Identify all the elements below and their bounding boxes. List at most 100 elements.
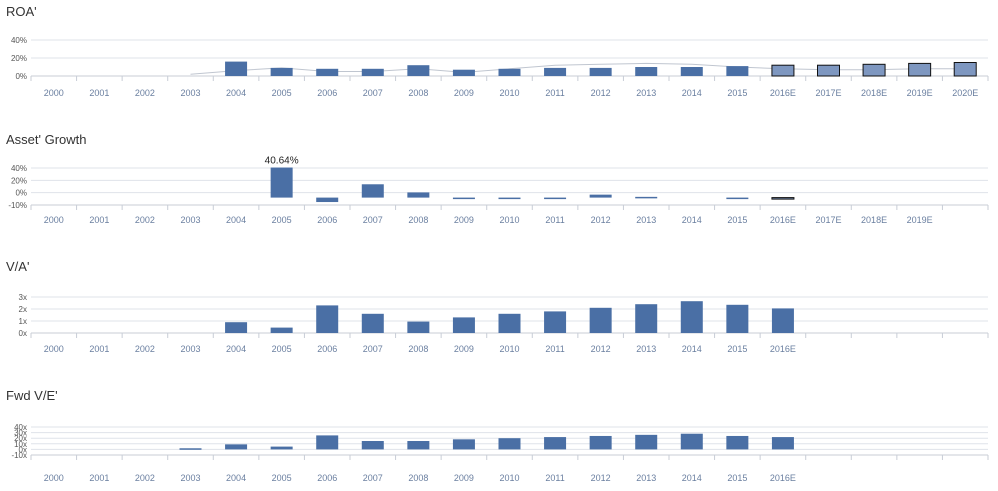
bar-2015 — [726, 197, 749, 200]
x-tick-label: 2007 — [363, 215, 383, 225]
x-tick-label: 2000 — [44, 473, 64, 483]
bar-2016E — [771, 308, 794, 333]
bar-2017E — [817, 64, 840, 77]
bar-2018E — [862, 63, 886, 77]
bar-2016E — [771, 197, 795, 200]
bar-2012 — [589, 67, 612, 76]
bar-2007 — [361, 441, 384, 450]
bar-2016E — [771, 64, 795, 77]
x-tick-label: 2011 — [545, 215, 564, 225]
chart-title: ROA' — [6, 4, 37, 19]
x-tick-label: 2007 — [363, 344, 383, 354]
x-tick-label: 2017E — [815, 88, 841, 98]
bar-2014 — [680, 433, 703, 450]
y-tick-label: 0x — [19, 445, 27, 454]
y-tick-label: 0% — [15, 189, 27, 198]
x-tick-label: 2020E — [952, 88, 978, 98]
x-tick-label: 2006 — [317, 215, 337, 225]
bar-2006 — [316, 305, 339, 333]
x-tick-label: 2004 — [226, 344, 246, 354]
x-tick-label: 2014 — [682, 473, 702, 483]
x-tick-label: 2009 — [454, 88, 474, 98]
bar-2007 — [361, 68, 384, 76]
bar-2009 — [452, 69, 475, 76]
y-tick-label: 3x — [19, 293, 27, 302]
bar-2011 — [544, 67, 567, 76]
trend-line — [190, 62, 966, 75]
x-tick-label: 2018E — [861, 88, 887, 98]
x-tick-label: 2008 — [408, 344, 428, 354]
bar-2013 — [635, 304, 658, 333]
y-tick-label: 20x — [14, 434, 27, 443]
x-tick-label: 2006 — [317, 344, 337, 354]
x-tick-label: 2010 — [499, 344, 519, 354]
bar-2004 — [225, 61, 248, 76]
bar-2007 — [361, 184, 384, 198]
bar-2016E — [771, 437, 794, 450]
x-tick-label: 2009 — [454, 215, 474, 225]
bar-2007 — [361, 313, 384, 333]
x-tick-label: 2014 — [682, 88, 702, 98]
bar-2015 — [726, 435, 749, 450]
bar-2006 — [316, 68, 339, 76]
x-tick-label: 2003 — [180, 473, 200, 483]
x-tick-label: 2000 — [44, 344, 64, 354]
bar-2015 — [726, 304, 749, 333]
bar-2004 — [225, 444, 248, 450]
chart-title: V/A' — [6, 259, 29, 274]
x-tick-label: 2002 — [135, 473, 155, 483]
bar-2014 — [680, 301, 703, 333]
x-tick-label: 2019E — [907, 88, 933, 98]
x-tick-label: 2000 — [44, 215, 64, 225]
y-tick-label: 10x — [14, 440, 27, 449]
x-tick-label: 2010 — [499, 88, 519, 98]
x-tick-label: 2001 — [89, 473, 109, 483]
bar-2010 — [498, 197, 521, 200]
x-tick-label: 2007 — [363, 473, 383, 483]
bar-2011 — [544, 197, 567, 200]
x-tick-label: 2001 — [89, 215, 109, 225]
chart-panel-1: Asset' Growth 40% 20% 0% -10% 2000 2001 2002 200… — [6, 132, 989, 225]
bar-2011 — [544, 311, 567, 333]
x-tick-label: 2002 — [135, 88, 155, 98]
x-tick-label: 2002 — [135, 215, 155, 225]
x-tick-label: 2014 — [682, 215, 702, 225]
x-tick-label: 2008 — [408, 215, 428, 225]
bar-2008 — [407, 441, 430, 450]
data-label: 40.64% — [265, 156, 299, 167]
bar-2014 — [680, 67, 703, 76]
x-tick-label: 2005 — [272, 344, 292, 354]
bar-2004 — [225, 322, 248, 333]
bar-2012 — [589, 435, 612, 450]
y-tick-label: 40% — [11, 36, 27, 45]
y-tick-label: 0x — [19, 329, 27, 338]
bar-2010 — [498, 313, 521, 333]
x-tick-label: 2004 — [226, 215, 246, 225]
y-tick-label: 20% — [11, 54, 27, 63]
x-tick-label: 2009 — [454, 473, 474, 483]
x-tick-label: 2016E — [770, 215, 796, 225]
y-tick-label: 30x — [14, 429, 27, 438]
x-tick-label: 2015 — [727, 215, 747, 225]
bar-2012 — [589, 194, 612, 198]
x-tick-label: 2007 — [363, 88, 383, 98]
x-tick-label: 2001 — [89, 344, 109, 354]
bar-2003 — [179, 448, 202, 450]
bar-2013 — [635, 196, 658, 199]
x-tick-label: 2013 — [636, 473, 656, 483]
x-tick-label: 2013 — [636, 344, 656, 354]
x-tick-label: 2005 — [272, 473, 292, 483]
y-tick-label: 40% — [11, 164, 27, 173]
x-tick-label: 2013 — [636, 88, 656, 98]
y-tick-label: 1x — [19, 317, 27, 326]
bar-2005 — [270, 327, 293, 333]
x-tick-label: 2006 — [317, 473, 337, 483]
y-tick-label: 20% — [11, 176, 27, 185]
x-tick-label: 2004 — [226, 473, 246, 483]
x-tick-label: 2015 — [727, 473, 747, 483]
chart-panel-2: V/A' 3x 2x 1x 0x 2000 2001 2002 2003 2004 2005 2006… — [6, 259, 989, 354]
x-tick-label: 2012 — [591, 215, 611, 225]
x-tick-label: 2012 — [591, 344, 611, 354]
